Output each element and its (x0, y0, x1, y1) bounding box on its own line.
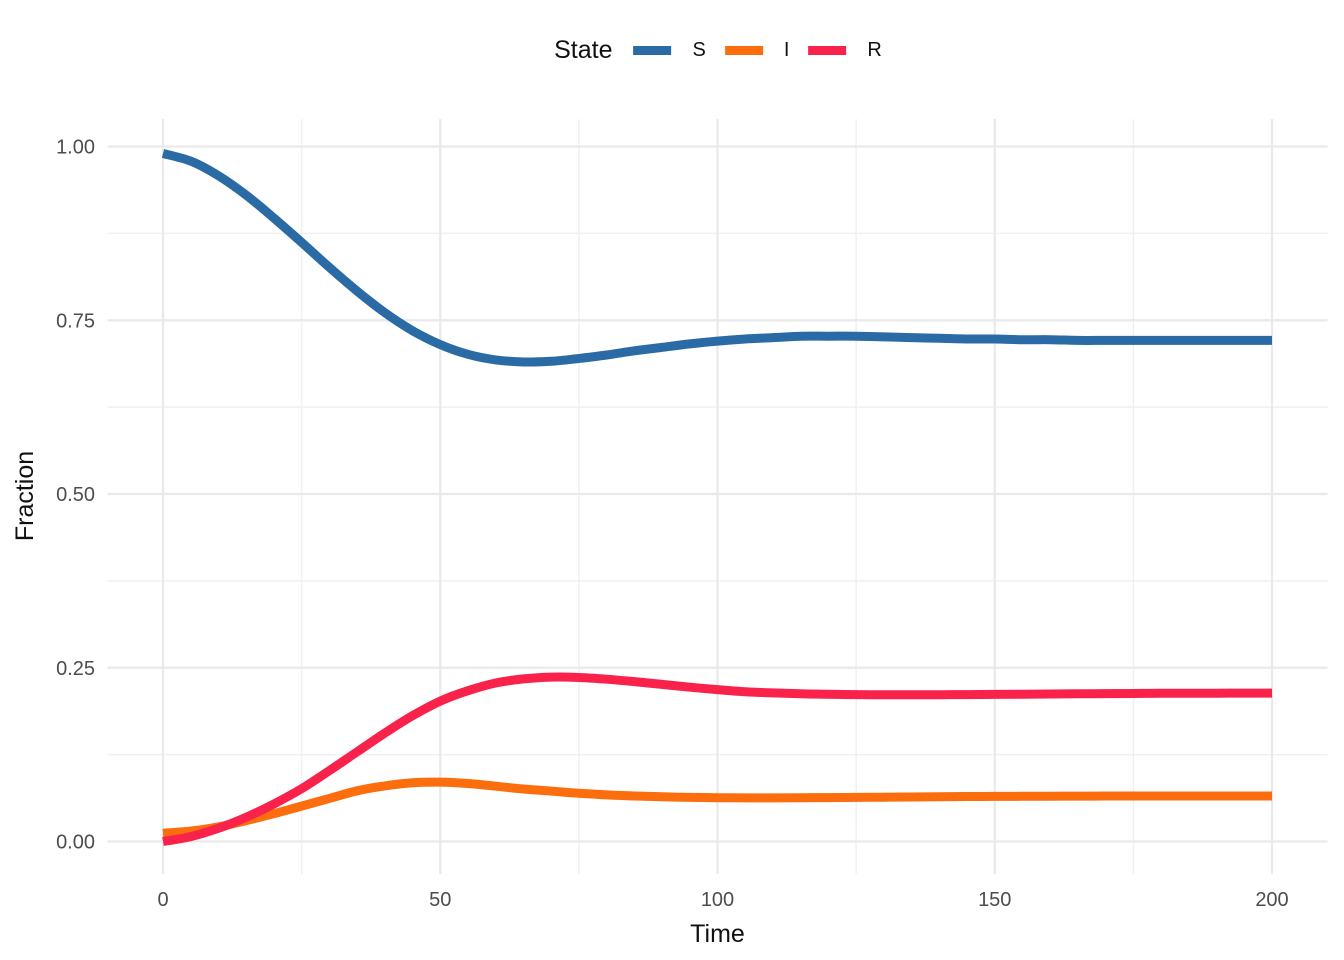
legend-item-i: I (724, 39, 790, 62)
gridlines-major (107, 119, 1328, 874)
legend-title: State (554, 36, 613, 64)
y-tick-label: 0.75 (56, 310, 95, 332)
x-tick-label: 0 (157, 889, 168, 911)
tick-labels: 0 50 100 150 200 0.00 0.25 0.50 0.75 1.00 (56, 137, 1289, 912)
x-tick-label: 100 (701, 889, 734, 911)
y-axis-title: Fraction (11, 451, 39, 541)
series-line-S (161, 149, 1272, 367)
legend-label-i: I (783, 39, 790, 61)
chart-legend: State S I R (554, 36, 882, 65)
x-tick-label: 200 (1255, 889, 1288, 911)
x-tick-label: 50 (429, 889, 451, 911)
x-axis-title: Time (690, 920, 745, 948)
legend-item-r: R (808, 39, 882, 62)
legend-item-s: S (633, 39, 706, 62)
legend-swatch-i (724, 46, 763, 55)
series-lines (161, 149, 1272, 846)
series-line-I (162, 777, 1272, 838)
series-line-R (162, 672, 1272, 846)
y-tick-label: 1.00 (56, 137, 95, 159)
x-tick-label: 150 (978, 889, 1011, 911)
y-tick-label: 0.00 (56, 832, 95, 854)
legend-label-r: R (867, 39, 882, 61)
y-tick-label: 0.25 (56, 658, 95, 680)
legend-swatch-r (808, 46, 847, 55)
y-tick-label: 0.50 (56, 484, 95, 506)
legend-label-s: S (692, 39, 706, 61)
legend-swatch-s (633, 46, 672, 55)
